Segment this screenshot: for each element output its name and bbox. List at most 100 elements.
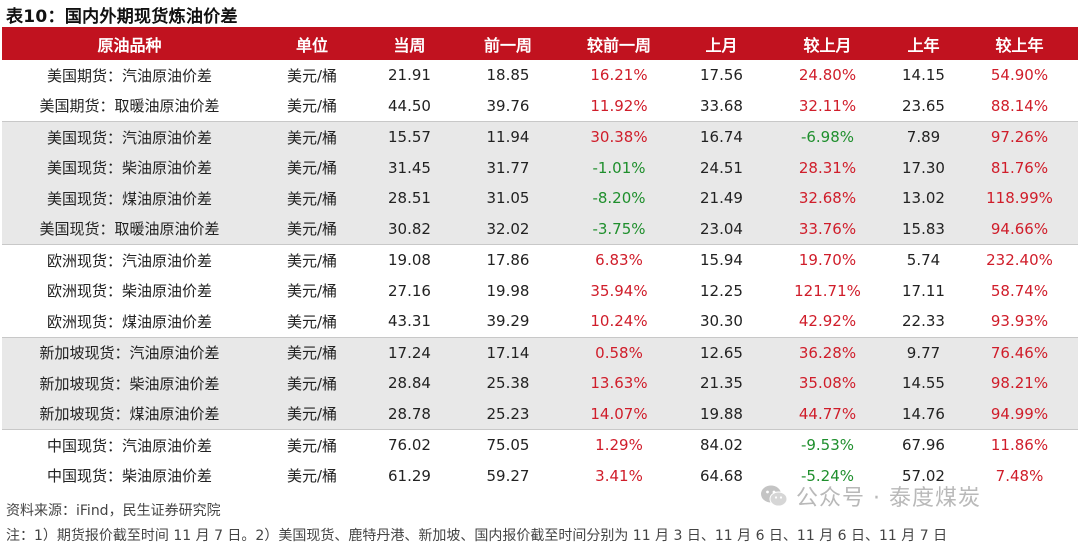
cell-change-week: 30.38% <box>564 121 674 153</box>
table-row: 欧洲现货：柴油原油价差 美元/桶 27.16 19.98 35.94% 12.25 121.… <box>2 276 1078 307</box>
cell-prev-week: 18.85 <box>486 66 530 85</box>
cell-change-week: -8.20% <box>564 183 674 214</box>
source-note: 资料来源：iFind，民生证券研究院 <box>6 503 221 519</box>
cell-change-month: -9.53% <box>769 429 886 461</box>
table-row: 新加坡现货：煤油原油价差 美元/桶 28.78 25.23 14.07% 19.88 44.… <box>2 398 1078 430</box>
cell-unit: 美元/桶 <box>257 183 367 214</box>
cell-unit: 美元/桶 <box>286 312 338 331</box>
cell-change-year: 81.76% <box>961 152 1078 183</box>
cell-unit: 美元/桶 <box>286 467 338 486</box>
cell-current-week: 19.08 <box>367 244 452 276</box>
cell-product: 欧洲现货：柴油原油价差 <box>46 282 212 301</box>
table-row: 欧洲现货：煤油原油价差 美元/桶 43.31 39.29 10.24% 30.30 42.9… <box>2 306 1078 337</box>
cell-last-year: 14.55 <box>886 368 961 399</box>
cell-product: 新加坡现货：煤油原油价差 <box>2 398 257 430</box>
cell-current-week: 61.29 <box>388 466 431 485</box>
cell-change-month: 32.68% <box>769 183 886 214</box>
cell-change-month: 33.76% <box>769 213 886 245</box>
cell-change-week: 14.07% <box>564 398 674 430</box>
cell-last-year: 14.76 <box>886 398 961 430</box>
cell-current-week: 17.24 <box>367 336 452 368</box>
cell-last-year: 9.77 <box>886 336 961 368</box>
cell-change-week: 35.94% <box>590 281 648 300</box>
cell-current-week: 44.50 <box>388 96 431 115</box>
cell-change-year: 54.90% <box>990 66 1049 85</box>
cell-last-month: 12.25 <box>700 281 743 300</box>
cell-change-year: 232.40% <box>961 244 1078 276</box>
cell-last-month: 23.04 <box>674 213 769 245</box>
cell-change-year: 93.93% <box>990 312 1049 331</box>
cell-unit: 美元/桶 <box>257 429 367 461</box>
cell-change-year: 98.21% <box>961 368 1078 399</box>
cell-change-month: -5.24% <box>800 466 855 485</box>
cell-product: 欧洲现货：汽油原油价差 <box>2 244 257 276</box>
table-row: 美国现货：煤油原油价差 美元/桶 28.51 31.05 -8.20% 21.49 32.6… <box>2 183 1078 214</box>
table-row: 中国现货：汽油原油价差 美元/桶 76.02 75.05 1.29% 84.02 -9.53… <box>2 429 1078 461</box>
cell-product: 美国现货：柴油原油价差 <box>2 152 257 183</box>
cell-product: 美国期货：汽油原油价差 <box>46 66 212 85</box>
table-title: 表10：国内外期现货炼油价差 <box>6 7 238 27</box>
cell-unit: 美元/桶 <box>257 244 367 276</box>
table-row: 新加坡现货：柴油原油价差 美元/桶 28.84 25.38 13.63% 21.35 35.… <box>2 368 1078 399</box>
cell-change-week: 11.92% <box>590 96 648 115</box>
cell-product: 美国现货：取暖油原油价差 <box>2 213 257 245</box>
cell-change-year: 58.74% <box>990 281 1049 300</box>
cell-prev-week: 75.05 <box>452 429 564 461</box>
cell-current-week: 28.78 <box>367 398 452 430</box>
cell-change-year: 7.48% <box>995 466 1044 485</box>
table-header-row: 原油品种 单位 当周 前一周 较前一周 上月 较上月 上年 较上年 <box>2 27 1078 60</box>
cell-product: 美国现货：汽油原油价差 <box>2 121 257 153</box>
cell-last-year: 7.89 <box>886 121 961 153</box>
cell-last-month: 21.49 <box>674 183 769 214</box>
cell-change-year: 118.99% <box>961 183 1078 214</box>
cell-prev-week: 19.98 <box>486 281 530 300</box>
cell-prev-week: 31.05 <box>452 183 564 214</box>
header-last-month: 上月 <box>674 27 769 60</box>
cell-last-month: 84.02 <box>674 429 769 461</box>
cell-prev-week: 11.94 <box>452 121 564 153</box>
cell-prev-week: 17.86 <box>452 244 564 276</box>
cell-prev-week: 17.14 <box>452 336 564 368</box>
table-row: 新加坡现货：汽油原油价差 美元/桶 17.24 17.14 0.58% 12.65 36.2… <box>2 336 1078 368</box>
table-row: 美国现货：取暖油原油价差 美元/桶 30.82 32.02 -3.75% 23.04 33.… <box>2 213 1078 245</box>
cell-change-week: 1.29% <box>564 429 674 461</box>
table-row: 美国期货：汽油原油价差 美元/桶 21.91 18.85 16.21% 17.56 24.8… <box>2 60 1078 91</box>
cell-last-year: 15.83 <box>886 213 961 245</box>
cell-product: 欧洲现货：煤油原油价差 <box>46 312 212 331</box>
header-last-year: 上年 <box>886 27 961 60</box>
cell-unit: 美元/桶 <box>257 398 367 430</box>
cell-current-week: 76.02 <box>367 429 452 461</box>
cell-change-week: 0.58% <box>564 336 674 368</box>
cell-last-month: 16.74 <box>674 121 769 153</box>
cell-product: 新加坡现货：柴油原油价差 <box>2 368 257 399</box>
cell-unit: 美元/桶 <box>257 368 367 399</box>
table-row: 美国期货：取暖油原油价差 美元/桶 44.50 39.76 11.92% 33.68 32.… <box>2 91 1078 122</box>
cell-change-month: 35.08% <box>769 368 886 399</box>
cell-last-year: 17.11 <box>902 281 945 300</box>
cell-change-month: 32.11% <box>798 96 857 115</box>
cell-last-year: 57.02 <box>902 466 945 485</box>
cell-change-year: 11.86% <box>961 429 1078 461</box>
cell-change-week: 13.63% <box>564 368 674 399</box>
cell-current-week: 30.82 <box>367 213 452 245</box>
cell-current-week: 15.57 <box>367 121 452 153</box>
cell-product: 新加坡现货：汽油原油价差 <box>2 336 257 368</box>
cell-last-month: 30.30 <box>700 312 743 331</box>
cell-last-year: 14.15 <box>902 66 945 85</box>
cell-unit: 美元/桶 <box>257 213 367 245</box>
cell-product: 美国期货：取暖油原油价差 <box>39 97 220 116</box>
cell-unit: 美元/桶 <box>257 121 367 153</box>
cell-unit: 美元/桶 <box>286 97 338 116</box>
cell-change-week: 10.24% <box>590 312 648 331</box>
cell-unit: 美元/桶 <box>286 66 338 85</box>
cell-change-month: 121.71% <box>794 281 861 300</box>
cell-last-month: 19.88 <box>674 398 769 430</box>
cell-prev-week: 59.27 <box>486 466 530 485</box>
cell-change-month: 24.80% <box>798 66 857 85</box>
cell-last-month: 24.51 <box>674 152 769 183</box>
header-unit: 单位 <box>257 27 367 60</box>
cell-prev-week: 32.02 <box>452 213 564 245</box>
cell-unit: 美元/桶 <box>286 282 338 301</box>
header-prev-week: 前一周 <box>452 27 564 60</box>
cell-last-year: 22.33 <box>902 312 945 331</box>
